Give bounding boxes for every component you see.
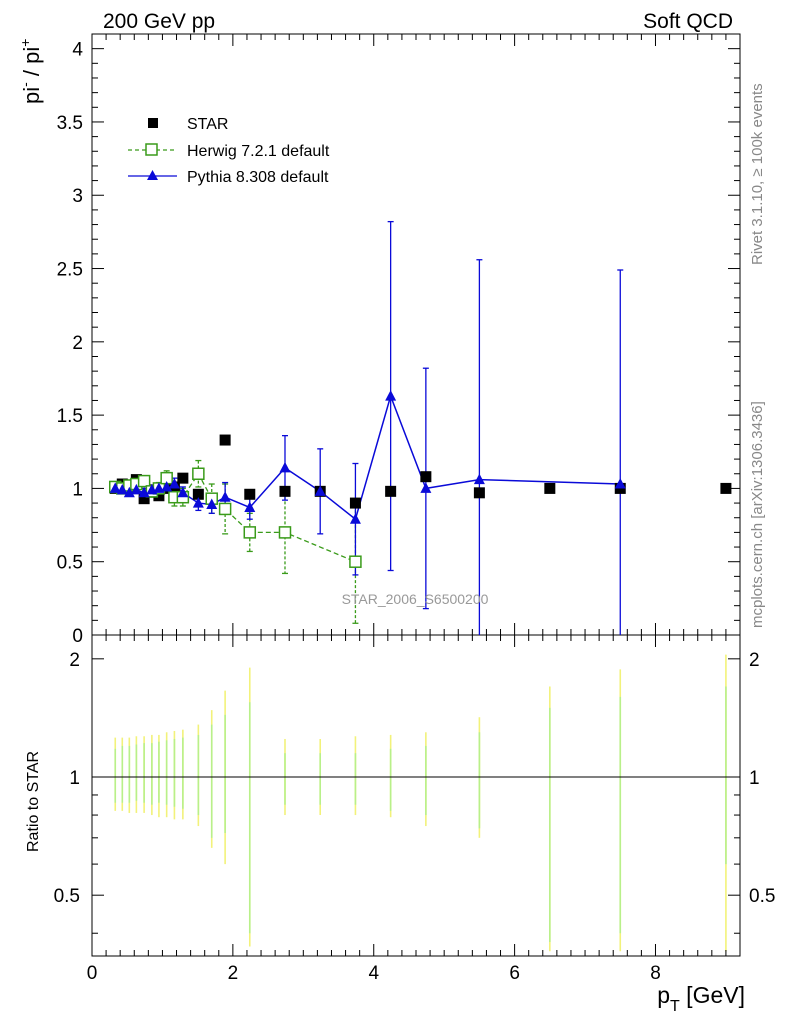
star-data-point (544, 482, 556, 494)
star-data-point (192, 488, 204, 500)
x-tick-label: 8 (650, 963, 661, 984)
pythia-data-point (109, 482, 121, 493)
main-y-tick-label: 0 (72, 626, 83, 647)
pythia-data-point (130, 483, 142, 495)
legend-marker-pythia (147, 170, 158, 180)
header-right-title: Soft QCD (643, 10, 733, 33)
star-data-point (244, 488, 256, 500)
axes: 0 2 4 6 8 0 0.5 1 1.5 2 2.5 3 3.5 4 0.5 0.5 1 1 2 2 (54, 33, 775, 984)
pythia-data-point (279, 461, 291, 473)
ratio-plot-frame (91, 634, 741, 957)
legend-marker-star (148, 118, 158, 128)
pythia-data-point (219, 491, 231, 502)
main-y-tick-label: 3.5 (57, 113, 83, 134)
pythia-data-point (192, 497, 204, 508)
pythia-data-point (614, 478, 626, 489)
main-y-tick-label: 0.5 (57, 553, 83, 574)
star-data-point (385, 485, 397, 497)
pythia-data-point (116, 483, 128, 495)
main-y-tick-label: 4 (72, 40, 83, 61)
pythia-data-point (420, 482, 432, 493)
pythia-data-point (161, 480, 173, 492)
star-data-point (279, 485, 291, 497)
legend-label-herwig: Herwig 7.2.1 default (187, 143, 330, 160)
x-label-unit: [GeV] (680, 982, 745, 1008)
main-y-tick-label: 1 (72, 479, 83, 500)
data-series (108, 220, 732, 635)
star-data-point (349, 497, 361, 509)
legend-label-pythia: Pythia 8.308 default (187, 169, 329, 186)
pythia-data-point (123, 486, 135, 498)
main-y-axis-label: pi- / pi+ (17, 39, 44, 104)
herwig-data-point (137, 474, 151, 488)
star-data-point (177, 472, 189, 484)
pythia-data-point (385, 390, 397, 401)
pythia-data-point (138, 486, 150, 498)
legend: STAR Herwig 7.2.1 default Pythia 8.308 d… (128, 116, 330, 186)
pythia-series-line (115, 393, 621, 521)
herwig-data-point (349, 555, 362, 568)
pythia-data-point (473, 473, 485, 485)
ratio-y-tick-label-left: 1 (69, 768, 80, 789)
main-y-tick-label: 1.5 (57, 406, 83, 427)
figure-text: 200 GeV pp Soft QCD Rivet 3.1.10, ≥ 100k… (17, 10, 766, 1015)
main-y-tick-label: 2.5 (57, 260, 83, 281)
herwig-data-point (278, 526, 292, 539)
rivet-side-label: Rivet 3.1.10, ≥ 100k events (749, 83, 766, 265)
main-y-tick-label: 2 (72, 333, 83, 354)
x-tick-label: 0 (87, 963, 98, 984)
star-data-point (219, 434, 231, 446)
herwig-data-point (243, 526, 257, 539)
ratio-y-tick-label-right: 2 (749, 650, 760, 671)
legend-label-star: STAR (187, 116, 228, 133)
ratio-y-tick-label-right: 1 (749, 768, 760, 789)
y-label-pi-minus: pi (19, 87, 44, 104)
y-label-separator: / pi (19, 47, 44, 82)
pythia-data-point (314, 485, 326, 496)
main-y-tick-label: 3 (72, 186, 83, 207)
ratio-y-tick-label-left: 0.5 (54, 886, 80, 907)
x-axis-label: pT [GeV] (657, 982, 745, 1015)
header-left-title: 200 GeV pp (103, 10, 215, 33)
legend-entry-pythia: Pythia 8.308 default (128, 169, 329, 186)
pythia-data-point (153, 482, 165, 493)
x-label-sub-t: T (670, 998, 680, 1015)
y-label-sup-minus: - (17, 82, 33, 87)
pythia-data-point (244, 501, 256, 512)
legend-entry-star: STAR (148, 116, 228, 133)
ratio-y-tick-label-left: 2 (69, 650, 80, 671)
herwig-data-point (218, 502, 232, 516)
legend-marker-herwig (145, 143, 158, 156)
legend-entry-herwig: Herwig 7.2.1 default (128, 143, 330, 160)
pythia-data-point (168, 478, 180, 489)
x-label-p: p (657, 982, 670, 1008)
pythia-data-point (177, 486, 189, 498)
herwig-data-point (192, 467, 205, 481)
watermark-analysis-id: STAR_2006_S6500200 (342, 591, 489, 607)
pythia-data-point (206, 498, 218, 510)
pythia-data-point (349, 513, 361, 524)
star-data-point (420, 471, 432, 483)
star-data-point (153, 490, 165, 502)
x-tick-label: 6 (509, 963, 520, 984)
mcplots-side-label: mcplots.cern.ch [arXiv:1306.3436] (749, 401, 766, 628)
x-tick-label: 4 (368, 963, 379, 984)
ratio-y-axis-label: Ratio to STAR (25, 751, 42, 852)
y-label-sup-plus: + (17, 39, 33, 47)
star-data-point (473, 487, 485, 499)
ratio-y-tick-label-right: 0.5 (749, 886, 775, 907)
x-tick-label: 2 (228, 963, 239, 984)
ratio-uncertainty-bands (114, 654, 727, 952)
star-data-point (138, 493, 150, 505)
star-data-point (720, 482, 732, 494)
